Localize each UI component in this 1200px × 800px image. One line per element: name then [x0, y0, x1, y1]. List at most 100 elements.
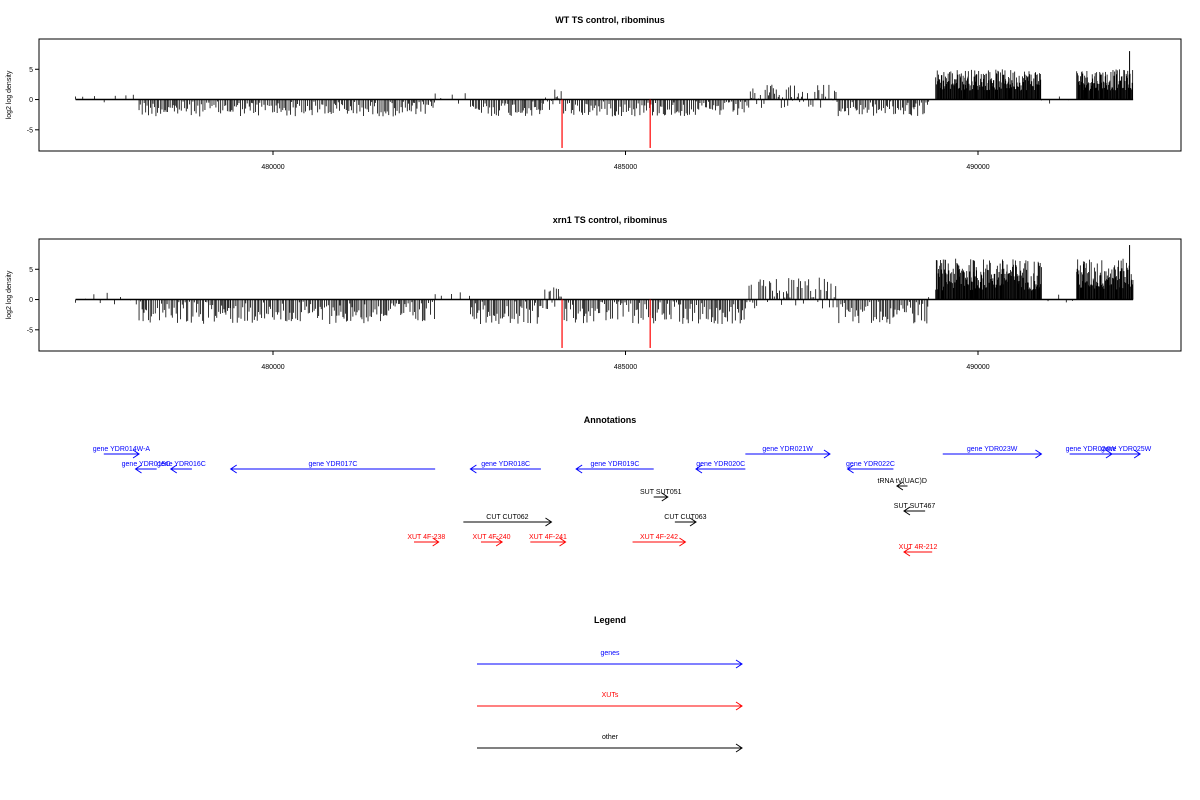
- annotation-label: gene YDR014W-A: [93, 446, 151, 453]
- feature-arrowhead: [679, 537, 687, 547]
- feature-arrowhead: [229, 464, 237, 474]
- annotation-feature: gene YDR022C: [846, 461, 895, 474]
- feature-arrowhead: [169, 464, 178, 474]
- annotations-title: Annotations: [584, 415, 637, 425]
- feature-arrowhead: [689, 517, 697, 527]
- annotation-feature: gene YDR019C: [575, 461, 654, 474]
- xrn1-axes: -5 0 5 480000 485000 490000: [27, 267, 990, 371]
- y-tick-label: 5: [29, 267, 33, 274]
- annotation-feature: XUT 4F-241: [529, 534, 567, 547]
- annotation-feature: XUT 4R-212: [899, 544, 938, 557]
- xrn1-signal-panel: xrn1 TS control, ribominus log2 log dens…: [6, 215, 1182, 371]
- y-tick-label: 0: [29, 97, 33, 104]
- annotation-label: gene YDR023W: [967, 446, 1018, 453]
- annotation-feature: SUT SUT051: [640, 489, 682, 502]
- feature-arrowhead: [575, 464, 583, 474]
- annotation-label: gene YDR017C: [308, 461, 357, 468]
- annotation-feature: gene YDR021W: [745, 446, 831, 459]
- xrn1-panel-title: xrn1 TS control, ribominus: [553, 215, 668, 225]
- feature-arrowhead: [846, 464, 854, 474]
- x-tick-label: 480000: [261, 164, 284, 171]
- annotation-feature: gene YDR020C: [695, 461, 746, 474]
- legend-entry: genes: [477, 650, 743, 669]
- annotation-label: gene YDR025W: [1101, 446, 1152, 453]
- annotation-feature: CUT CUT063: [664, 514, 707, 527]
- annotation-feature: tRNA tV(UAC)D: [878, 478, 927, 491]
- xrn1-y-axis-label: log2 log density: [6, 270, 13, 319]
- annotation-label: gene YDR022C: [846, 461, 895, 468]
- legend-entries: genes XUTs other: [477, 650, 743, 753]
- annotation-label: gene YDR021W: [762, 446, 813, 453]
- feature-arrowhead: [134, 464, 142, 474]
- x-tick-label: 485000: [614, 364, 637, 371]
- annotation-label: XUT 4F-242: [640, 534, 678, 541]
- y-tick-label: 5: [29, 67, 33, 74]
- feature-arrowhead: [559, 537, 567, 547]
- legend-label: XUTs: [602, 692, 619, 699]
- annotation-feature: SUT SUT467: [894, 503, 936, 516]
- legend-label: genes: [600, 650, 620, 657]
- legend-entry: other: [477, 734, 743, 753]
- annotation-label: gene YDR015C: [122, 461, 171, 468]
- wt-panel-title: WT TS control, ribominus: [555, 15, 665, 25]
- x-tick-label: 490000: [966, 164, 989, 171]
- annotation-label: XUT 4F-238: [407, 534, 445, 541]
- legend-label: other: [602, 734, 619, 741]
- feature-arrowhead: [823, 449, 831, 459]
- feature-arrowhead: [896, 481, 904, 491]
- annotation-label: CUT CUT063: [664, 514, 706, 521]
- annotation-label: gene YDR018C: [481, 461, 530, 468]
- annotation-label: gene YDR020C: [696, 461, 745, 468]
- x-tick-label: 480000: [261, 364, 284, 371]
- feature-arrowhead: [735, 659, 743, 669]
- annotation-label: gene YDR016C: [157, 461, 206, 468]
- wt-y-axis-label: log2 log density: [6, 70, 13, 119]
- y-tick-label: -5: [27, 327, 33, 334]
- wt-signal-panel: WT TS control, ribominus log2 log densit…: [6, 15, 1182, 171]
- feature-arrowhead: [903, 547, 911, 557]
- feature-arrowhead: [695, 464, 703, 474]
- feature-arrowhead: [1035, 449, 1043, 459]
- feature-arrowhead: [661, 492, 669, 502]
- annotation-label: gene YDR024W: [1066, 446, 1117, 453]
- annotation-feature: gene YDR015C: [122, 461, 171, 474]
- annotation-feature: gene YDR017C: [229, 461, 436, 474]
- y-tick-label: -5: [27, 127, 33, 134]
- wt-axes: -5 0 5 480000 485000 490000: [27, 67, 990, 171]
- feature-arrowhead: [735, 701, 743, 711]
- annotation-label: SUT SUT051: [640, 489, 682, 496]
- annotation-label: gene YDR019C: [590, 461, 639, 468]
- annotation-label: XUT 4F-241: [529, 534, 567, 541]
- annotation-feature: XUT 4F-240: [473, 534, 511, 547]
- annotation-feature: gene YDR014W-A: [93, 446, 151, 459]
- annotation-label: CUT CUT062: [486, 514, 528, 521]
- legend-title: Legend: [594, 615, 626, 625]
- wt-plot-frame: [38, 38, 1182, 152]
- feature-arrowhead: [432, 537, 440, 547]
- legend: Legend genes XUTs other: [477, 615, 743, 753]
- xrn1-signal-bars: [75, 245, 1134, 348]
- annotation-label: SUT SUT467: [894, 503, 936, 510]
- annotation-feature: CUT CUT062: [463, 514, 553, 527]
- feature-arrowhead: [545, 517, 553, 527]
- legend-entry: XUTs: [477, 692, 743, 711]
- annotation-label: XUT 4R-212: [899, 544, 938, 551]
- annotation-feature: XUT 4F-238: [407, 534, 445, 547]
- feature-arrowhead: [903, 506, 911, 516]
- feature-arrowhead: [469, 464, 477, 474]
- annotation-label: tRNA tV(UAC)D: [878, 478, 927, 485]
- wt-signal-bars: [75, 51, 1134, 148]
- feature-arrowhead: [1133, 449, 1142, 459]
- feature-arrowhead: [132, 449, 140, 459]
- x-tick-label: 490000: [966, 364, 989, 371]
- feature-arrowhead: [495, 537, 504, 547]
- annotation-feature: gene YDR018C: [469, 461, 541, 474]
- annotation-feature: gene YDR016C: [157, 461, 206, 474]
- annotation-feature: gene YDR025W: [1101, 446, 1152, 459]
- y-tick-label: 0: [29, 297, 33, 304]
- xrn1-plot-frame: [38, 238, 1182, 352]
- feature-arrowhead: [735, 743, 743, 753]
